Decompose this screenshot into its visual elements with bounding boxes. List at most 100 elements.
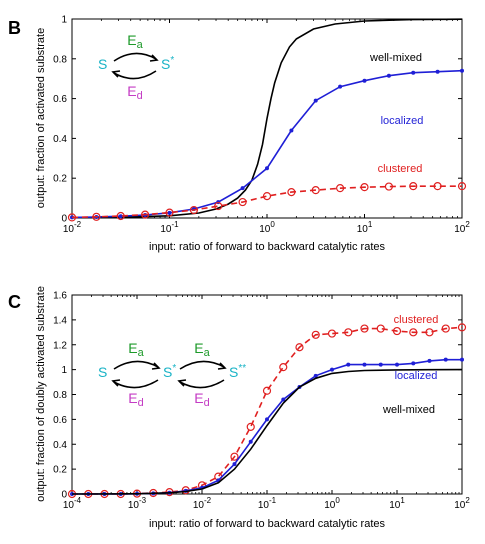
data-point-clustered [189,205,199,215]
data-point-localized [435,69,440,74]
data-point-clustered [360,324,369,333]
data-point-localized [460,357,464,362]
data-point-localized [411,70,416,75]
data-point-clustered [335,184,345,193]
data-point-clustered [392,326,402,336]
y-tick-label: 0.4 [53,134,67,145]
forward-arrow-2-c [179,360,225,370]
panel-b: B 10-2 10-1 100 101 102 0 0.2 0.4 0.6 0.8 1 input:… [8,15,470,254]
y-axis-label-c: output: fraction of doubly activated sub… [35,286,47,502]
data-point-localized [265,417,269,422]
y-tick-label: 1.4 [53,315,67,326]
enzyme-ea-2-c: Ea [194,340,210,359]
data-point-clustered [409,328,418,337]
y-tick-label: 0 [61,490,67,501]
data-point-clustered [238,197,247,207]
data-point-localized [232,462,237,467]
data-point-clustered [360,183,369,192]
backward-arrowhead-1-c [111,379,121,387]
data-point-clustered [67,213,77,222]
x-tick-label: 10-4 [63,496,82,511]
data-point-localized [265,166,269,171]
data-point-clustered [262,192,272,201]
data-point-localized [70,215,74,220]
series-line-clustered [71,185,462,219]
data-point-clustered [311,330,320,339]
data-point-clustered [279,363,288,372]
data-point-clustered [230,452,239,461]
data-point-clustered [92,212,101,221]
data-point-clustered [262,386,272,395]
data-point-clustered [295,343,304,352]
data-point-localized [362,362,367,367]
data-point-clustered [214,201,223,211]
data-point-localized [346,362,351,367]
forward-arrowhead-2-c [217,362,227,370]
enzyme-ed-2-c: Ed [194,390,209,409]
data-point-clustered [311,186,320,195]
data-point-clustered [165,208,174,217]
x-axis-label-b: input: ratio of forward to backward cata… [149,241,385,253]
data-point-localized [281,397,286,402]
label-clustered-c: clustered [394,314,439,326]
data-point-clustered [433,182,442,191]
x-tick-label: 10-1 [258,496,277,511]
y-tick-label: 0.4 [53,440,67,451]
forward-arrow-b [113,52,157,62]
data-point-clustered [246,422,255,431]
data-point-localized [378,362,383,367]
species-s-star-b: S* [161,55,174,72]
y-tick-label: 1 [61,365,67,376]
enzyme-ea-b: Ea [127,32,143,51]
data-point-localized [167,210,172,215]
label-localized-c: localized [395,370,438,382]
reaction-scheme-b: S S* Ea Ed [98,32,174,102]
x-tick-label: 10-2 [63,220,82,235]
y-tick-label: 0.8 [53,54,67,65]
x-tick-label: 100 [259,220,275,235]
x-tick-label: 10-2 [193,496,212,511]
series-b [67,18,467,222]
species-s-dstar-c: S** [229,363,246,380]
data-point-localized [395,362,399,367]
data-point-localized [427,358,432,363]
data-point-localized [313,373,318,378]
backward-arrow-b [113,70,157,80]
reaction-scheme-c: S S* S** Ea Ed Ea Ed [98,340,246,409]
forward-arrowhead-b [149,54,159,62]
y-tick-label: 0.6 [53,94,67,105]
data-point-localized [289,128,294,133]
data-point-localized [248,439,253,444]
legend-labels-b: well-mixed localized clustered [369,52,423,175]
y-tick-label: 0.2 [53,174,67,185]
x-tick-label: 10-3 [128,496,147,511]
data-point-localized [240,186,245,191]
x-tick-label: 101 [357,220,373,235]
y-tick-label: 0.8 [53,390,67,401]
label-well-mixed-c: well-mixed [382,404,435,416]
x-axis-label-c: input: ratio of forward to backward cata… [149,518,385,530]
data-point-clustered [287,188,296,197]
x-tick-label: 102 [454,220,470,235]
data-point-localized [443,357,448,362]
label-localized-b: localized [381,115,424,127]
forward-arrowhead-1-c [151,362,161,370]
backward-arrowhead-b [111,70,121,78]
data-point-localized [330,367,334,372]
ticks-c: 10-4 10-3 10-2 10-1 100 101 102 0 0.2 0.4 0.6 0.8 1 1… [53,291,470,512]
data-point-localized [386,73,391,78]
x-tick-label: 100 [324,496,340,511]
y-tick-label: 0.6 [53,415,67,426]
data-point-clustered [441,324,450,333]
enzyme-ea-1-c: Ea [128,340,144,359]
data-point-localized [118,214,123,219]
species-s-star-c: S* [163,363,176,380]
x-tick-label: 101 [389,496,405,511]
x-tick-label: 10-1 [160,220,179,235]
data-point-clustered [457,323,467,332]
series-c [67,323,467,499]
series-line-well-mixed [71,368,463,495]
data-point-clustered [409,182,418,191]
data-point-localized [362,78,367,83]
